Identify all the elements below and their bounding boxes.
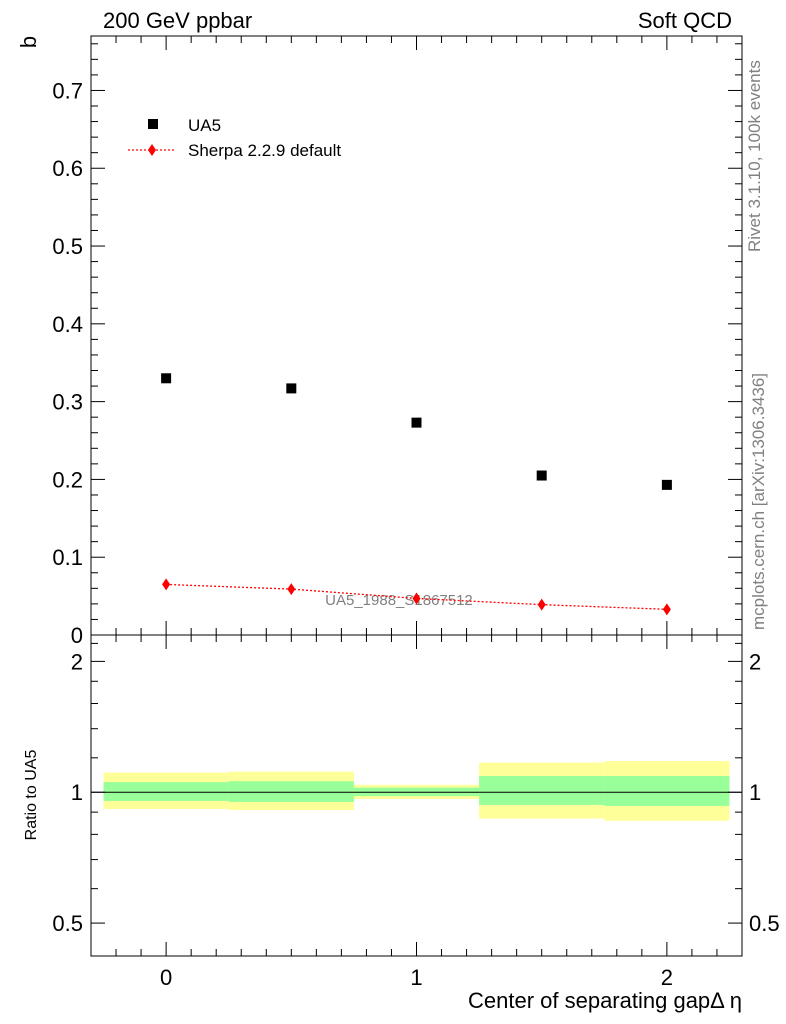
sherpa-point bbox=[662, 603, 671, 616]
header-right: Soft QCD bbox=[637, 8, 732, 33]
sherpa-point bbox=[287, 583, 296, 596]
sherpa-point bbox=[412, 592, 421, 605]
legend-sherpa-marker bbox=[148, 144, 156, 156]
sherpa-line bbox=[166, 583, 667, 610]
y-tick-label: 0.6 bbox=[52, 156, 83, 181]
ua5-point bbox=[161, 373, 172, 384]
ratio-y-tick-label: 1 bbox=[71, 780, 83, 805]
y-axis-label: b bbox=[16, 36, 41, 48]
ratio-y-tick-label-right: 2 bbox=[749, 649, 761, 674]
legend-sherpa-label: Sherpa 2.2.9 default bbox=[188, 141, 341, 160]
ratio-y-tick-label: 2 bbox=[71, 649, 83, 674]
sherpa-point bbox=[537, 598, 546, 611]
ratio-y-tick-label-right: 0.5 bbox=[749, 911, 780, 936]
y-tick-label: 0.7 bbox=[52, 78, 83, 103]
legend-ua5-marker bbox=[148, 119, 158, 129]
stat-uncertainty-band bbox=[604, 775, 730, 806]
x-tick-label: 2 bbox=[661, 965, 673, 990]
y-tick-label: 0.3 bbox=[52, 390, 83, 415]
ratio-y-axis-label: Ratio to UA5 bbox=[23, 750, 40, 841]
legend-ua5-label: UA5 bbox=[188, 116, 221, 135]
ratio-y-tick-label: 0.5 bbox=[52, 911, 83, 936]
y-tick-label: 0.1 bbox=[52, 545, 83, 570]
ua5-point bbox=[286, 383, 297, 394]
y-tick-label: 0.4 bbox=[52, 312, 83, 337]
x-tick-label: 0 bbox=[160, 965, 172, 990]
ratio-y-tick-label-right: 1 bbox=[749, 780, 761, 805]
stat-uncertainty-band bbox=[479, 775, 605, 805]
stat-uncertainty-band bbox=[103, 782, 229, 801]
y-tick-label: 0 bbox=[71, 623, 83, 648]
watermark-text: UA5_1988_S1867512 bbox=[325, 592, 473, 609]
x-axis-label: Center of separating gapΔ η bbox=[468, 988, 742, 1013]
x-tick-label: 1 bbox=[410, 965, 422, 990]
ua5-point bbox=[536, 470, 547, 481]
ua5-point bbox=[411, 417, 422, 428]
stat-uncertainty-band bbox=[228, 781, 354, 802]
sherpa-point bbox=[162, 578, 171, 591]
header-left: 200 GeV ppbar bbox=[103, 8, 253, 33]
y-tick-label: 0.5 bbox=[52, 234, 83, 259]
ua5-point bbox=[661, 479, 672, 490]
y-tick-label: 0.2 bbox=[52, 467, 83, 492]
